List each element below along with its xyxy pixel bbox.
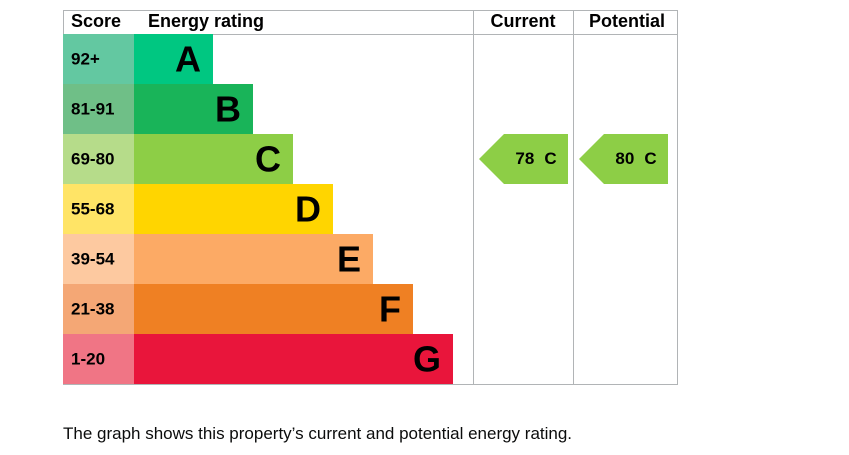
score-cell [63, 334, 134, 384]
band-bar [134, 234, 373, 284]
score-range: 1-20 [71, 349, 105, 368]
score-range: 55-68 [71, 199, 114, 218]
current-band: C [544, 149, 556, 168]
band-bar [134, 184, 333, 234]
potential-band: C [644, 149, 656, 168]
caption: The graph shows this property’s current … [63, 424, 573, 443]
band-letter: A [175, 39, 201, 80]
score-cell [63, 134, 134, 184]
band-bar [134, 334, 453, 384]
band-bar [134, 34, 213, 84]
band-bar [134, 84, 253, 134]
score-range: 39-54 [71, 249, 115, 268]
potential-arrow [579, 134, 668, 184]
band-letter: B [215, 89, 241, 130]
score-range: 21-38 [71, 299, 114, 318]
band-letter: C [255, 139, 281, 180]
band-letter: F [379, 289, 401, 330]
score-cell [63, 234, 134, 284]
energy-chart: Score Energy rating Current Potential 92… [63, 10, 678, 385]
current-label: 78 C [515, 149, 556, 168]
score-cell [63, 284, 134, 334]
band-bar [134, 284, 413, 334]
band-letter: G [413, 339, 441, 380]
score-cell [63, 34, 134, 84]
header-current: Current [490, 11, 555, 31]
score-range: 69-80 [71, 149, 114, 168]
band-letter: E [337, 239, 361, 280]
score-range: 81-91 [71, 99, 114, 118]
header-score: Score [71, 11, 121, 31]
score-range: 92+ [71, 49, 100, 68]
score-cell [63, 184, 134, 234]
band-letter: D [295, 189, 321, 230]
score-cell [63, 84, 134, 134]
current-score: 78 [515, 149, 534, 168]
header-rating: Energy rating [148, 11, 264, 31]
current-arrow [479, 134, 568, 184]
band-bar [134, 134, 293, 184]
potential-score: 80 [615, 149, 634, 168]
header-potential: Potential [589, 11, 665, 31]
potential-label: 80 C [615, 149, 656, 168]
